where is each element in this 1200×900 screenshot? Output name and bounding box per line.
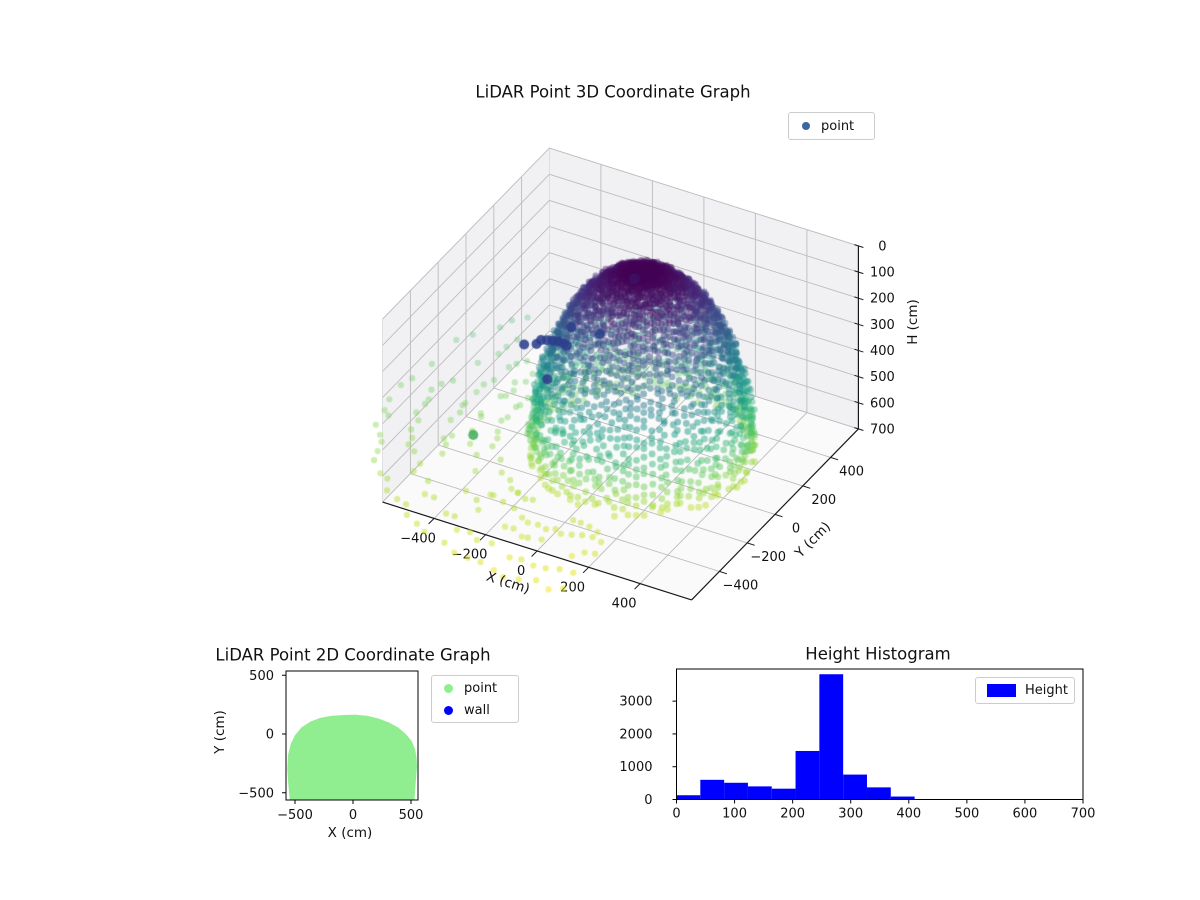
plot2d-axes: −500 0 500 −500 0 500: [238, 669, 423, 823]
histogram-bar: [843, 774, 867, 800]
svg-text:0: 0: [644, 793, 652, 808]
svg-text:200: 200: [560, 580, 585, 595]
svg-text:3000: 3000: [619, 695, 652, 710]
svg-text:−500: −500: [238, 786, 274, 801]
histogram-bar: [866, 787, 891, 800]
plot2d-point-cloud: [287, 714, 417, 800]
svg-text:500: 500: [249, 669, 274, 684]
plot2d-legend-point-label: point: [464, 680, 498, 696]
plot2d-legend: point wall: [431, 675, 519, 723]
histogram-bar: [819, 674, 844, 800]
tick-labels-hist: 0 100 200 300 400 500 600 700 0 1000 2000 3000: [619, 695, 1095, 822]
svg-text:−200: −200: [452, 548, 488, 563]
svg-text:−200: −200: [750, 550, 786, 565]
svg-text:−500: −500: [277, 808, 313, 823]
svg-text:0: 0: [878, 239, 886, 254]
histogram-bar: [795, 750, 820, 800]
svg-text:300: 300: [838, 807, 863, 822]
plot2d-legend-wall-row: wall: [432, 699, 518, 721]
histogram-legend-row: Height: [976, 680, 1074, 702]
svg-text:0: 0: [672, 807, 680, 822]
plot3d-title: LiDAR Point 3D Coordinate Graph: [475, 82, 751, 102]
svg-text:200: 200: [870, 292, 895, 307]
histogram-title: Height Histogram: [805, 644, 951, 664]
svg-text:100: 100: [722, 807, 747, 822]
histogram-legend: Height: [975, 677, 1075, 704]
height-swatch-icon: [987, 684, 1016, 697]
histogram-bar: [771, 788, 796, 800]
plot2d-title: LiDAR Point 2D Coordinate Graph: [215, 645, 491, 665]
histogram-bar: [747, 786, 772, 800]
svg-text:200: 200: [811, 493, 836, 508]
plot3d-zaxis-label: H (cm): [905, 299, 921, 345]
svg-text:−400: −400: [400, 531, 436, 546]
svg-text:400: 400: [870, 344, 895, 359]
plot2d-xaxis-label: X (cm): [327, 825, 373, 841]
svg-text:400: 400: [839, 464, 864, 479]
svg-text:600: 600: [870, 396, 895, 411]
plot2d-legend-point-row: point: [432, 677, 518, 699]
svg-text:700: 700: [1071, 807, 1096, 822]
svg-text:1000: 1000: [619, 760, 652, 775]
plot2d-legend-wall-label: wall: [464, 702, 490, 718]
svg-text:2000: 2000: [619, 727, 652, 742]
svg-text:500: 500: [399, 808, 424, 823]
svg-text:0: 0: [517, 564, 525, 579]
svg-text:600: 600: [1013, 807, 1038, 822]
histogram-bars: [676, 674, 915, 800]
svg-text:0: 0: [266, 728, 274, 743]
plot3d-legend-point-row: point: [789, 115, 874, 137]
plot2d-yaxis-label: Y (cm): [212, 710, 228, 754]
svg-text:100: 100: [870, 266, 895, 281]
svg-text:400: 400: [896, 807, 921, 822]
histogram-bar: [676, 795, 701, 800]
histogram-bar: [724, 782, 748, 800]
svg-text:400: 400: [612, 597, 637, 612]
histogram-bar: [700, 779, 725, 800]
wall-marker-icon: [444, 705, 453, 715]
plot3d-legend-point-label: point: [821, 118, 855, 134]
svg-text:−400: −400: [723, 578, 759, 593]
svg-text:500: 500: [870, 370, 895, 385]
svg-text:200: 200: [780, 807, 805, 822]
point-marker-icon: [444, 683, 453, 693]
svg-text:500: 500: [954, 807, 979, 822]
svg-text:0: 0: [792, 521, 800, 536]
plot3d-legend: point: [788, 112, 875, 140]
histogram-legend-label: Height: [1025, 683, 1068, 698]
svg-text:0: 0: [349, 808, 357, 823]
point-marker-icon: [802, 122, 810, 130]
svg-text:300: 300: [870, 318, 895, 333]
svg-text:700: 700: [870, 422, 895, 437]
